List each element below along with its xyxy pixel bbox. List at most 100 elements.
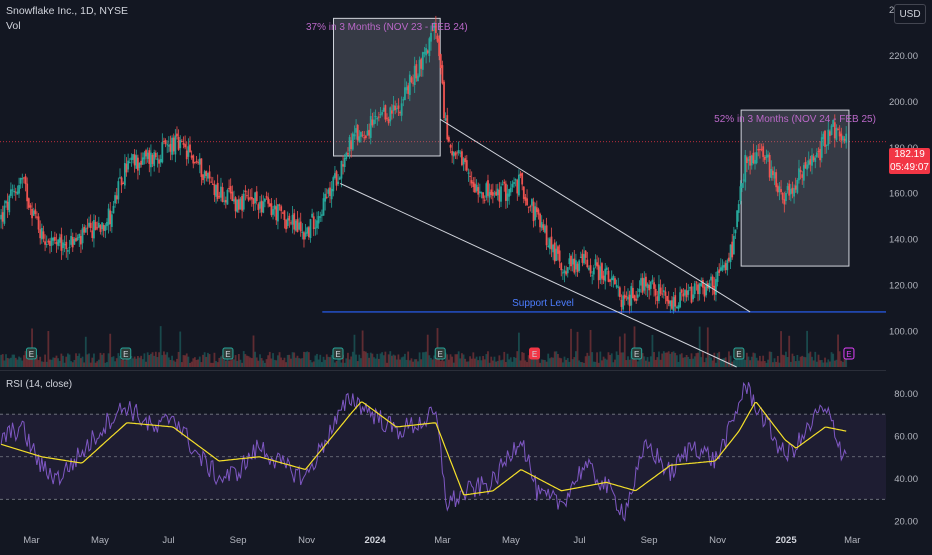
- candle: [57, 239, 60, 246]
- volume-bar: [114, 361, 117, 367]
- candle: [198, 158, 201, 165]
- volume-bar: [728, 351, 730, 367]
- candle: [233, 199, 235, 202]
- candle: [180, 141, 183, 143]
- volume-bar: [550, 357, 553, 367]
- price-axis-label: 160.00: [889, 189, 918, 200]
- candle: [700, 282, 703, 286]
- volume-bar: [317, 359, 320, 367]
- candle: [278, 204, 281, 206]
- candle: [742, 179, 745, 181]
- volume-bar: [262, 360, 265, 367]
- candle: [317, 216, 320, 224]
- earnings-marker[interactable]: E: [222, 347, 234, 360]
- volume-bar: [656, 357, 659, 367]
- volume-bar: [153, 355, 156, 367]
- volume-bar: [513, 356, 515, 367]
- volume-bar: [120, 359, 123, 367]
- rsi-axis-label: 20.00: [894, 517, 918, 528]
- volume-bar: [45, 361, 48, 367]
- candle: [645, 276, 647, 287]
- candle: [363, 137, 366, 139]
- candle: [470, 180, 473, 184]
- candle: [488, 191, 491, 198]
- candle: [200, 158, 203, 177]
- candle: [601, 263, 603, 279]
- volume-bar: [202, 354, 204, 367]
- volume-bar: [601, 360, 603, 367]
- volume-bar: [130, 356, 133, 367]
- volume-bar: [447, 359, 450, 367]
- candle: [684, 289, 686, 296]
- earnings-marker[interactable]: E: [434, 347, 446, 360]
- earnings-marker[interactable]: E: [843, 347, 855, 360]
- earnings-marker[interactable]: E: [332, 347, 344, 360]
- candle: [324, 193, 327, 202]
- candle: [646, 283, 649, 288]
- earnings-marker[interactable]: E: [733, 347, 745, 360]
- candle: [296, 219, 299, 233]
- earnings-marker[interactable]: E: [25, 347, 37, 360]
- volume-bar: [438, 359, 441, 367]
- candle: [737, 204, 740, 213]
- candle: [395, 108, 398, 110]
- volume-bar: [197, 359, 200, 367]
- candle: [594, 259, 597, 266]
- candle: [172, 137, 175, 152]
- volume-bar: [102, 353, 105, 367]
- candle: [801, 174, 804, 178]
- candle: [220, 186, 222, 198]
- candle: [537, 209, 540, 215]
- volume-bar: [311, 362, 314, 367]
- volume-bar: [133, 356, 136, 367]
- candle: [433, 23, 436, 31]
- earnings-marker[interactable]: E: [120, 347, 132, 360]
- volume-bar: [415, 359, 418, 367]
- volume-bar: [589, 329, 592, 367]
- candle: [257, 204, 260, 210]
- volume-bar: [798, 360, 800, 367]
- volume-bar: [278, 352, 281, 367]
- currency-button[interactable]: USD: [894, 4, 926, 24]
- candle: [49, 240, 51, 246]
- candle: [535, 207, 538, 212]
- volume-bar: [504, 362, 507, 367]
- candle: [158, 159, 160, 164]
- volume-bar: [348, 359, 351, 367]
- candle: [749, 155, 752, 166]
- pane-separator: [0, 370, 886, 371]
- candle: [234, 197, 237, 212]
- earnings-marker[interactable]: E: [529, 347, 541, 360]
- candle: [796, 179, 799, 193]
- volume-bar: [674, 352, 677, 367]
- earnings-marker[interactable]: E: [631, 347, 643, 360]
- candle: [128, 162, 131, 164]
- candle: [490, 189, 493, 196]
- candle: [675, 306, 678, 308]
- volume-bar: [84, 336, 87, 367]
- volume-bar: [825, 362, 828, 367]
- volume-bar: [441, 357, 444, 367]
- volume-bar: [491, 360, 494, 367]
- candle: [281, 212, 284, 214]
- volume-bar: [736, 356, 738, 367]
- candle: [355, 128, 357, 133]
- candle: [132, 154, 134, 160]
- candle: [806, 164, 809, 170]
- volume-bar: [594, 361, 597, 367]
- volume-bar: [252, 335, 255, 367]
- volume-bar: [60, 353, 63, 367]
- volume-bar: [358, 354, 361, 367]
- candle: [135, 155, 138, 169]
- volume-bar: [78, 353, 81, 367]
- candle: [568, 258, 571, 265]
- volume-bar: [229, 360, 232, 367]
- candle: [127, 160, 130, 170]
- rsi-axis-label: 60.00: [894, 431, 918, 442]
- volume-bar: [434, 355, 437, 367]
- volume-bar: [840, 360, 843, 367]
- volume-bar: [618, 336, 621, 367]
- volume-bar: [247, 356, 250, 367]
